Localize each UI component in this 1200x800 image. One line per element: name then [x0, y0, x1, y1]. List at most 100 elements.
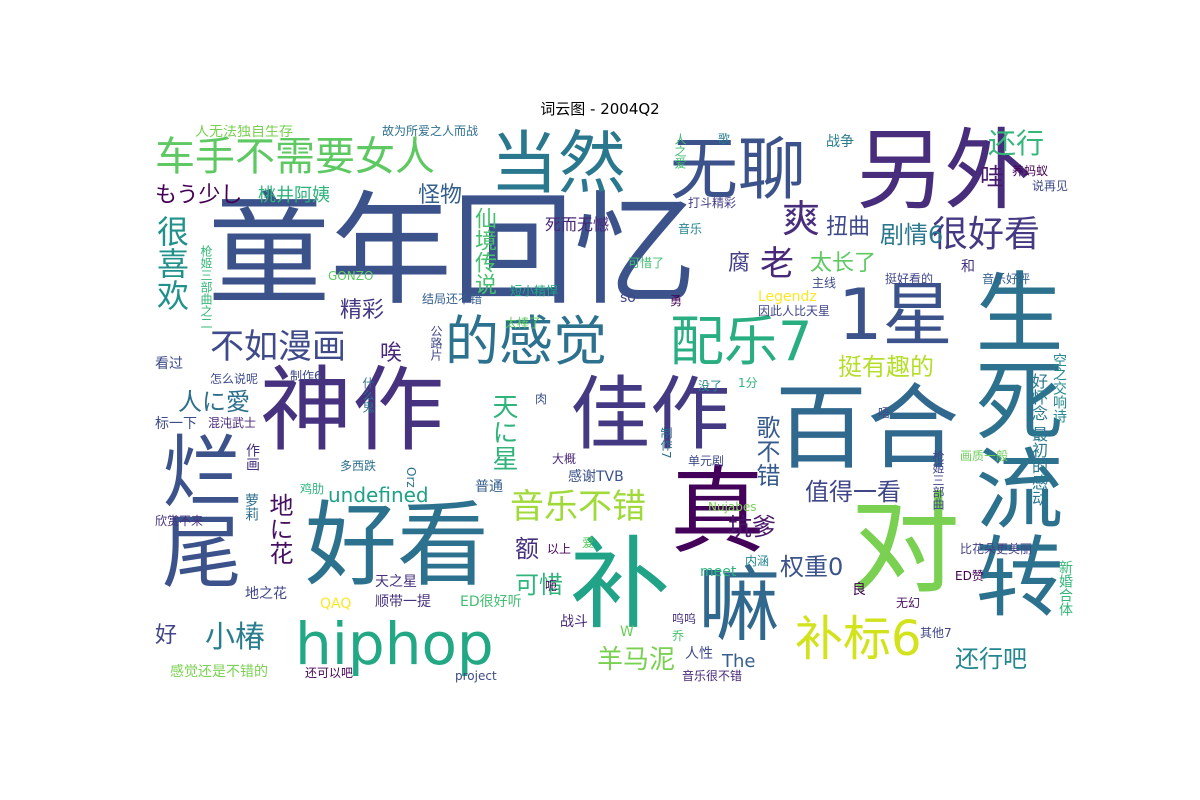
word: 制作7 — [659, 427, 673, 459]
word: 很喜欢 — [152, 215, 190, 311]
word: 挺有趣的 — [838, 353, 934, 381]
wordcloud-title: 词云图 - 2004Q2 — [540, 100, 660, 118]
word: 可惜 — [515, 571, 563, 599]
word: 很好看 — [932, 214, 1041, 255]
word: 佳作 — [570, 368, 730, 461]
word: 顺带一提 — [375, 594, 431, 610]
word: 混沌武士 — [208, 416, 257, 430]
word: 神作 — [260, 357, 445, 464]
word: 和 — [961, 259, 975, 275]
word: 画质一般 — [960, 449, 1009, 463]
word: 嘛 — [698, 558, 781, 653]
word: 死而无憾 — [545, 215, 610, 234]
word: 没了 — [698, 379, 723, 393]
word: 结局还不错 — [422, 292, 483, 306]
word: Nujabes — [708, 500, 757, 514]
word: GONZO — [328, 269, 374, 283]
word: 当然 — [490, 125, 627, 204]
word: 大概 — [552, 452, 577, 466]
word: 怎么说呢 — [210, 372, 259, 386]
word: so — [620, 290, 636, 306]
word: QAQ — [320, 596, 352, 612]
word: 怪物 — [418, 183, 463, 208]
word-cloud: 童年回忆 另外 无聊 当然 神作 佳作 好看 补 对 百合 真 嘛 生死流转 1… — [150, 125, 1075, 685]
word: 音乐 — [678, 222, 703, 236]
word: 战斗 — [560, 614, 588, 630]
word: 萝莉 — [243, 493, 259, 521]
word: W — [620, 624, 634, 640]
word: 额 — [515, 535, 539, 563]
word: 配乐7 — [670, 310, 813, 373]
word: 1分 — [738, 376, 758, 390]
word: 鸡肋 — [300, 482, 325, 496]
word: 桃井阿姨 — [258, 185, 330, 206]
word: 肉 — [535, 392, 548, 406]
word: 补 — [570, 526, 670, 643]
word: 人性 — [685, 646, 713, 662]
word: 歌不错 — [752, 415, 780, 487]
word: 天に星 — [488, 393, 518, 471]
word: 比花朵更美丽 — [960, 542, 1033, 556]
word: 爱 — [582, 536, 595, 550]
word: 还可以吧 — [305, 666, 354, 680]
word: 多西跌 — [340, 459, 377, 473]
word: 人に愛 — [178, 388, 250, 416]
word: 哇 — [980, 163, 1004, 191]
word: 地之花 — [245, 586, 287, 602]
word: 仙境传说 — [471, 207, 496, 295]
word: 1星 — [838, 274, 953, 356]
word: 短小精悍 — [510, 284, 559, 298]
word: 还行吧 — [955, 645, 1027, 673]
word: 制作6 — [290, 369, 322, 383]
word: 其他7 — [920, 626, 952, 640]
word: 勇 — [670, 294, 683, 308]
word: Orz — [404, 467, 418, 488]
word: 值得一看 — [805, 478, 901, 506]
word: 音乐好评 — [982, 272, 1031, 286]
word: 百合 — [775, 375, 960, 482]
word: 说再见 — [1032, 179, 1069, 193]
word: 音乐很不错 — [682, 669, 743, 683]
word: 腐 — [728, 251, 751, 276]
word: Legendz — [758, 289, 817, 305]
word: 可惜了 — [628, 256, 665, 270]
word: 爽 — [782, 197, 821, 241]
word: 呜呜 — [672, 612, 697, 626]
word: 补标6 — [795, 611, 922, 667]
word: 无聊 — [670, 131, 807, 210]
word: 精彩 — [340, 298, 385, 323]
word: 剧情6 — [880, 221, 944, 249]
word: 地に花 — [265, 493, 293, 565]
word: 挺好看的 — [885, 272, 934, 286]
word: 普通 — [475, 479, 503, 495]
word: 好 — [155, 623, 178, 648]
word: 歌 — [718, 132, 731, 146]
word: 主线 — [812, 276, 837, 290]
word: 公路片 — [429, 325, 443, 361]
word: 另外 — [856, 125, 1033, 222]
word: 因此人比天星 — [758, 304, 831, 318]
word: 打斗精彩 — [688, 196, 737, 210]
word: project — [455, 669, 497, 683]
word: 生死流转 — [961, 267, 1064, 619]
word: 内涵 — [745, 554, 770, 568]
word: 小椿 — [205, 620, 265, 655]
word: 标一下 — [155, 416, 197, 432]
word: 音乐不错 — [510, 487, 646, 527]
word: 看过 — [155, 356, 183, 372]
word: 乔 — [672, 629, 685, 643]
word: 羊马泥 — [597, 645, 676, 675]
word: 童年回忆 — [208, 180, 696, 322]
word: meet — [700, 564, 737, 580]
word: 车手不需要女人 — [155, 134, 435, 180]
word: 欣赏不来 — [155, 514, 204, 528]
word: ED赞 — [955, 569, 984, 583]
word: 感谢TVB — [568, 469, 624, 485]
word: 的感觉 — [445, 310, 607, 373]
word: 烂尾 — [150, 430, 242, 590]
word: 太棒了 — [505, 316, 542, 330]
word: hiphop — [295, 610, 494, 678]
word: 人无法独自生存 — [195, 125, 293, 140]
word: 还行 — [988, 127, 1045, 160]
word: 战争 — [826, 134, 854, 150]
